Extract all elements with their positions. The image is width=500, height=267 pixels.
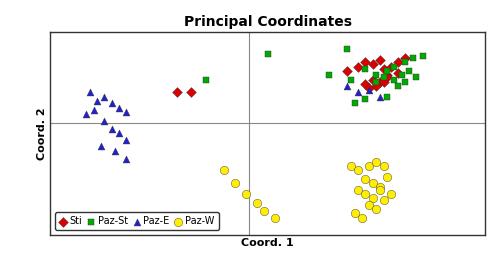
- Paz-E: [108, 101, 116, 105]
- Paz-E: [343, 84, 351, 88]
- Sti: [394, 71, 402, 75]
- Paz-W: [220, 168, 228, 172]
- Paz-E: [108, 127, 116, 131]
- Paz-St: [401, 80, 409, 84]
- Paz-St: [398, 73, 406, 77]
- Paz-E: [122, 138, 130, 142]
- Paz-W: [362, 177, 370, 181]
- Paz-St: [372, 80, 380, 84]
- Sti: [354, 64, 362, 69]
- Sti: [376, 58, 384, 62]
- Paz-W: [358, 215, 366, 220]
- Paz-St: [390, 77, 398, 82]
- Paz-E: [115, 131, 123, 136]
- Paz-W: [362, 192, 370, 196]
- Paz-W: [242, 192, 250, 196]
- Paz-W: [372, 159, 380, 164]
- Paz-E: [86, 90, 94, 95]
- Paz-E: [122, 110, 130, 114]
- Paz-W: [383, 175, 391, 179]
- Paz-E: [115, 105, 123, 110]
- Paz-E: [97, 144, 105, 149]
- Paz-E: [112, 149, 120, 153]
- Paz-W: [347, 164, 355, 168]
- Paz-St: [408, 56, 416, 60]
- Paz-St: [264, 52, 272, 56]
- X-axis label: Coord. 1: Coord. 1: [241, 238, 294, 248]
- Paz-St: [380, 75, 388, 80]
- Paz-E: [365, 88, 373, 92]
- Paz-St: [401, 60, 409, 64]
- Paz-E: [376, 95, 384, 99]
- Paz-W: [372, 207, 380, 211]
- Y-axis label: Coord. 2: Coord. 2: [37, 107, 47, 160]
- Sti: [380, 66, 388, 71]
- Paz-St: [362, 97, 370, 101]
- Paz-W: [376, 185, 384, 190]
- Sti: [383, 75, 391, 80]
- Paz-W: [354, 187, 362, 192]
- Paz-E: [93, 99, 101, 103]
- Paz-St: [390, 64, 398, 69]
- Paz-E: [100, 95, 108, 99]
- Paz-W: [376, 187, 384, 192]
- Paz-W: [252, 201, 260, 205]
- Sti: [188, 90, 196, 95]
- Paz-W: [380, 164, 388, 168]
- Sti: [343, 69, 351, 73]
- Paz-St: [362, 66, 370, 71]
- Sti: [362, 82, 370, 86]
- Paz-St: [420, 54, 428, 58]
- Sti: [368, 62, 376, 66]
- Sti: [362, 60, 370, 64]
- Paz-St: [350, 101, 358, 105]
- Title: Principal Coordinates: Principal Coordinates: [184, 15, 352, 29]
- Paz-W: [354, 168, 362, 172]
- Paz-E: [122, 157, 130, 162]
- Paz-W: [368, 196, 376, 201]
- Legend: Sti, Paz-St, Paz-E, Paz-W: Sti, Paz-St, Paz-E, Paz-W: [55, 212, 218, 230]
- Sti: [380, 80, 388, 84]
- Sti: [173, 90, 181, 95]
- Paz-St: [325, 73, 333, 77]
- Sti: [365, 86, 373, 90]
- Paz-E: [82, 112, 90, 116]
- Sti: [387, 64, 395, 69]
- Paz-W: [365, 164, 373, 168]
- Paz-St: [394, 84, 402, 88]
- Sti: [401, 56, 409, 60]
- Paz-W: [380, 198, 388, 203]
- Paz-St: [383, 69, 391, 73]
- Paz-E: [100, 118, 108, 123]
- Paz-St: [383, 95, 391, 99]
- Paz-W: [368, 181, 376, 185]
- Paz-W: [350, 211, 358, 215]
- Paz-St: [347, 77, 355, 82]
- Paz-St: [412, 75, 420, 80]
- Paz-E: [354, 90, 362, 95]
- Paz-E: [90, 108, 98, 112]
- Sti: [376, 80, 384, 84]
- Paz-St: [372, 73, 380, 77]
- Paz-St: [405, 69, 413, 73]
- Paz-W: [260, 209, 268, 213]
- Sti: [394, 60, 402, 64]
- Paz-W: [387, 192, 395, 196]
- Sti: [383, 73, 391, 77]
- Paz-W: [365, 203, 373, 207]
- Paz-W: [271, 215, 279, 220]
- Sti: [368, 77, 376, 82]
- Paz-St: [202, 77, 210, 82]
- Paz-W: [231, 181, 239, 185]
- Paz-St: [343, 47, 351, 52]
- Sti: [372, 84, 380, 88]
